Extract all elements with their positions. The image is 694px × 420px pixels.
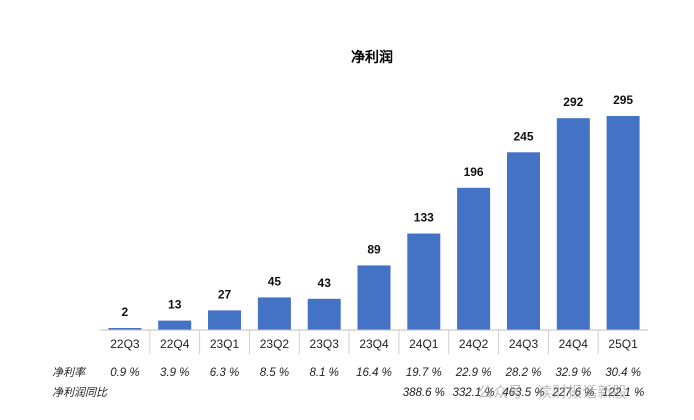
value-label-23Q3: 43 [318, 276, 332, 290]
table-cell-24Q2: 332.1 % [452, 387, 494, 399]
tick-label-23Q2: 23Q2 [260, 337, 290, 351]
x-axis-ticks-group: 22Q3 22Q4 23Q1 23Q2 23Q3 23Q4 24Q1 24Q2 24Q3 24Q4… [110, 330, 638, 354]
value-label-23Q2: 45 [268, 274, 282, 288]
value-label-25Q1: 295 [613, 93, 633, 107]
bar-23Q1 [208, 310, 241, 330]
bar-24Q2 [457, 187, 491, 330]
table-cell-23Q3: 8.1 % [309, 367, 338, 379]
table-cell-22Q4: 3.9 % [160, 367, 189, 379]
table-cell-23Q2: 8.5 % [260, 367, 289, 379]
value-label-23Q4: 89 [367, 242, 381, 256]
bars-group [108, 116, 640, 330]
value-labels-group: 2 13 27 45 43 89 133 196 245 292 295 [122, 93, 634, 319]
tick-label-24Q4: 24Q4 [559, 337, 589, 351]
value-label-24Q4: 292 [563, 95, 583, 109]
tick-label-24Q1: 24Q1 [409, 337, 439, 351]
table-row-label: 净利润同比 [52, 386, 108, 399]
value-label-24Q1: 133 [414, 211, 434, 225]
bar-25Q1 [606, 116, 640, 330]
value-label-22Q4: 13 [168, 298, 182, 312]
tick-label-22Q3: 22Q3 [110, 337, 140, 351]
table-cell-24Q3: 463.5 % [502, 387, 544, 399]
chart-title: 净利润 [351, 49, 393, 66]
table-cell-24Q3: 28.2 % [505, 367, 542, 379]
tick-label-24Q3: 24Q3 [509, 337, 539, 351]
bar-23Q3 [307, 298, 341, 330]
table-cell-22Q3: 0.9 % [110, 367, 139, 379]
tick-label-24Q2: 24Q2 [459, 337, 489, 351]
table-cell-23Q1: 6.3 % [210, 367, 239, 379]
tick-label-25Q1: 25Q1 [608, 337, 638, 351]
table-cell-24Q4: 227.6 % [551, 387, 594, 399]
bar-23Q2 [257, 297, 291, 330]
metrics-table: 净利率 0.9 % 3.9 % 6.3 % 8.5 % 8.1 % 16.4 % 19.7 %… [52, 366, 644, 399]
value-label-24Q2: 196 [464, 165, 484, 179]
tick-label-23Q3: 23Q3 [310, 337, 340, 351]
table-cell-24Q4: 32.9 % [555, 367, 591, 379]
tick-label-23Q1: 23Q1 [210, 337, 240, 351]
tick-label-22Q4: 22Q4 [160, 337, 190, 351]
bar-24Q4 [556, 118, 590, 330]
table-cell-25Q1: 122.1 % [602, 387, 644, 399]
bar-23Q4 [357, 265, 391, 330]
value-label-24Q3: 245 [513, 129, 533, 143]
value-label-23Q1: 27 [218, 287, 232, 301]
table-cell-24Q1: 388.6 % [403, 387, 445, 399]
value-label-22Q3: 2 [122, 305, 129, 319]
bar-22Q4 [158, 320, 192, 330]
table-row-label: 净利率 [52, 366, 87, 379]
bar-24Q1 [407, 233, 441, 330]
table-cell-24Q1: 19.7 % [406, 367, 442, 379]
table-cell-25Q1: 30.4 % [605, 367, 641, 379]
bar-24Q3 [507, 152, 540, 330]
watermark-text: 公众号 · 读财报话新股 [478, 383, 627, 401]
bar-22Q3 [108, 328, 142, 330]
table-cell-23Q4: 16.4 % [356, 367, 392, 379]
tick-label-23Q4: 23Q4 [359, 337, 389, 351]
table-cell-24Q2: 22.9 % [455, 367, 492, 379]
